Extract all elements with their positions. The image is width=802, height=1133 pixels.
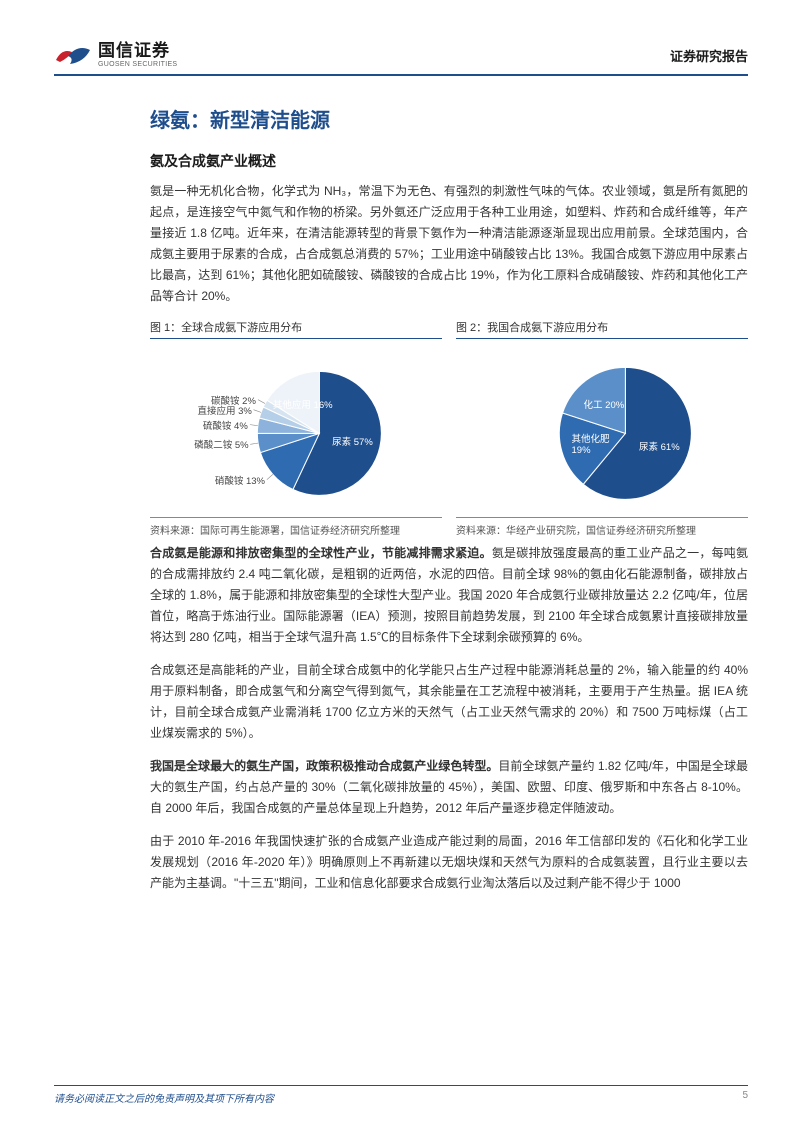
paragraph-2: 合成氨是能源和排放密集型的全球性产业，节能减排需求紧迫。氨是碳排放强度最高的重工… — [150, 543, 748, 648]
logo-text-cn: 国信证券 — [98, 42, 177, 59]
pie-slice-label: 硫酸铵 4% — [203, 418, 248, 432]
charts-row: 图 1：全球合成氨下游应用分布 尿素 57% 硝酸铵 13% 磷酸二铵 5% 硫酸铵 … — [150, 319, 748, 537]
paragraph-5: 由于 2010 年-2016 年我国快速扩张的合成氨产业造成产能过剩的局面，20… — [150, 831, 748, 894]
paragraph-2-rest: 氨是碳排放强度最高的重工业产品之一，每吨氨的合成需排放约 2.4 吨二氧化碳，是… — [150, 546, 748, 644]
chart-1-col: 图 1：全球合成氨下游应用分布 尿素 57% 硝酸铵 13% 磷酸二铵 5% 硫酸铵 … — [150, 319, 442, 537]
logo-text-en: GUOSEN SECURITIES — [98, 61, 177, 68]
page-title: 绿氨：新型清洁能源 — [150, 104, 748, 133]
chart-1-source: 资料来源：国际可再生能源署，国信证券经济研究所整理 — [150, 517, 442, 537]
pie-slice-label: 磷酸二铵 5% — [194, 437, 248, 451]
pie-slice-label: 尿素 61% — [639, 439, 680, 453]
page-header: 国信证券 GUOSEN SECURITIES 证券研究报告 — [54, 42, 748, 76]
paragraph-3: 合成氨还是高能耗的产业，目前全球合成氨中的化学能只占生产过程中能源消耗总量的 2… — [150, 660, 748, 744]
pie-slice-label: 尿素 57% — [332, 434, 373, 448]
page-footer: 请务必阅读正文之后的免责声明及其项下所有内容 5 — [54, 1085, 748, 1105]
brand-logo: 国信证券 GUOSEN SECURITIES — [54, 42, 177, 68]
pie-slice-label: 碳酸铵 2% — [211, 393, 256, 407]
footer-page-number: 5 — [742, 1090, 748, 1105]
pie-slice-label: 硝酸铵 13% — [215, 473, 265, 487]
footer-disclaimer: 请务必阅读正文之后的免责声明及其项下所有内容 — [54, 1090, 274, 1105]
chart-2-caption: 图 2：我国合成氨下游应用分布 — [456, 319, 748, 339]
main-content: 绿氨：新型清洁能源 氨及合成氨产业概述 氨是一种无机化合物，化学式为 NH₃，常… — [54, 104, 748, 894]
paragraph-4: 我国是全球最大的氨生产国，政策积极推动合成氨产业绿色转型。目前全球氨产量约 1.… — [150, 756, 748, 819]
section-subtitle: 氨及合成氨产业概述 — [150, 151, 748, 171]
paragraph-4-bold: 我国是全球最大的氨生产国，政策积极推动合成氨产业绿色转型。 — [150, 759, 498, 773]
chart-1-pie: 尿素 57%硝酸铵 13%磷酸二铵 5%硫酸铵 4%直接应用 3%碳酸铵 2%其… — [150, 345, 442, 515]
pie-slice-label: 其他化肥19% — [572, 431, 610, 456]
logo-mark-icon — [54, 42, 92, 68]
pie-slice-label: 化工 20% — [584, 397, 625, 411]
chart-2-pie: 尿素 61% 其他化肥19% 化工 20% — [456, 345, 748, 515]
chart-2-col: 图 2：我国合成氨下游应用分布 尿素 61% 其他化肥19% 化工 20% 资料来源… — [456, 319, 748, 537]
chart-1-caption: 图 1：全球合成氨下游应用分布 — [150, 319, 442, 339]
paragraph-2-bold: 合成氨是能源和排放密集型的全球性产业，节能减排需求紧迫。 — [150, 546, 492, 560]
paragraph-1: 氨是一种无机化合物，化学式为 NH₃，常温下为无色、有强烈的刺激性气味的气体。农… — [150, 181, 748, 307]
report-type: 证券研究报告 — [670, 46, 748, 65]
chart-2-source: 资料来源：华经产业研究院，国信证券经济研究所整理 — [456, 517, 748, 537]
pie-slice-label: 其他应用 16% — [273, 397, 333, 411]
